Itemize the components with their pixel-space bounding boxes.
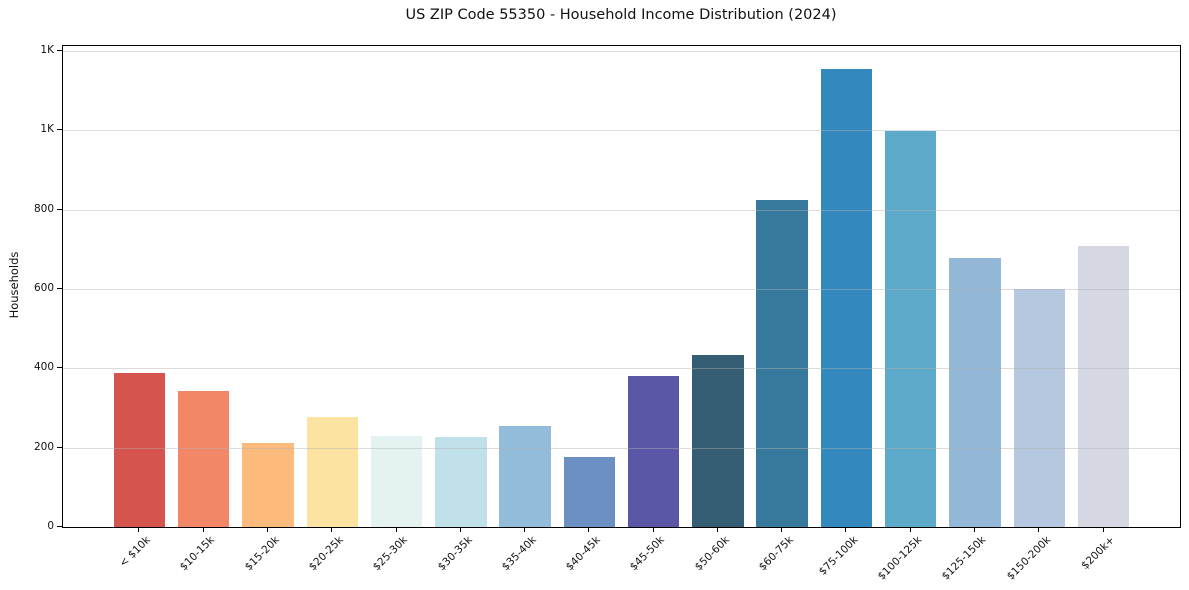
bar — [306, 416, 358, 527]
bar — [563, 457, 616, 527]
y-tick-mark — [57, 50, 62, 52]
x-tick-mark — [202, 527, 204, 532]
x-tick-label: $200k+ — [1079, 534, 1118, 572]
bar — [949, 258, 1001, 527]
x-tick-mark — [524, 527, 526, 532]
y-tick-mark — [57, 526, 62, 527]
gridline — [63, 130, 1180, 132]
x-tick-mark — [1038, 527, 1040, 532]
x-tick-label: $40-45k — [563, 534, 603, 574]
bar — [820, 69, 873, 527]
bar — [627, 375, 680, 527]
x-tick-label: $30-35k — [435, 534, 475, 574]
bar — [692, 354, 744, 527]
gridline — [63, 51, 1180, 53]
gridline — [63, 289, 1180, 291]
gridline — [63, 209, 1180, 211]
x-tick-mark — [138, 527, 140, 532]
x-tick-label: $45-50k — [628, 534, 668, 574]
x-tick-label: $60-75k — [756, 534, 796, 574]
x-tick-mark — [588, 527, 590, 532]
x-tick-label: $50-60k — [692, 534, 732, 574]
bar — [113, 373, 166, 527]
bar — [499, 426, 551, 527]
x-tick-mark — [331, 527, 333, 532]
y-tick-mark — [57, 367, 62, 369]
x-tick-mark — [267, 527, 269, 532]
x-tick-label: $75-100k — [816, 534, 860, 578]
x-tick-label: < $10k — [117, 534, 153, 570]
y-tick-label: 200 — [33, 440, 54, 453]
bar — [885, 131, 937, 527]
x-tick-mark — [395, 527, 397, 532]
bar — [1013, 289, 1065, 527]
gridline — [63, 447, 1180, 449]
x-tick-mark — [1102, 527, 1104, 532]
x-tick-label: $100-125k — [875, 534, 925, 583]
y-tick-label: 400 — [33, 361, 54, 374]
bar — [435, 436, 487, 527]
bar — [370, 435, 423, 527]
x-tick-mark — [459, 527, 461, 532]
x-tick-mark — [716, 527, 718, 532]
y-tick-mark — [57, 288, 62, 290]
bar — [1077, 245, 1130, 527]
x-tick-mark — [973, 527, 975, 532]
x-tick-label: $20-25k — [306, 534, 346, 574]
y-tick-label: 1K — [40, 123, 54, 136]
x-tick-label: $125-150k — [939, 534, 989, 583]
x-tick-label: $10-15k — [178, 534, 218, 574]
bar — [756, 200, 808, 527]
y-tick-mark — [57, 446, 62, 448]
y-tick-label: 800 — [33, 202, 54, 215]
x-tick-mark — [652, 527, 654, 532]
gridline — [63, 368, 1180, 370]
plot-area — [62, 45, 1181, 528]
chart-title: US ZIP Code 55350 - Household Income Dis… — [405, 7, 837, 23]
y-tick-mark — [57, 129, 62, 131]
x-tick-label: $150-200k — [1004, 534, 1053, 583]
x-tick-label: $25-30k — [370, 534, 411, 574]
y-tick-label: 600 — [33, 282, 54, 295]
x-tick-mark — [781, 527, 783, 532]
y-tick-label: 1K — [40, 44, 54, 57]
x-tick-label: $35-40k — [499, 534, 539, 574]
x-tick-mark — [909, 527, 911, 532]
bar — [242, 443, 294, 527]
bar — [178, 391, 230, 527]
x-tick-label: $15-20k — [242, 534, 282, 574]
y-tick-mark — [57, 208, 62, 210]
y-tick-label: 0 — [47, 520, 54, 532]
x-tick-mark — [845, 527, 847, 532]
